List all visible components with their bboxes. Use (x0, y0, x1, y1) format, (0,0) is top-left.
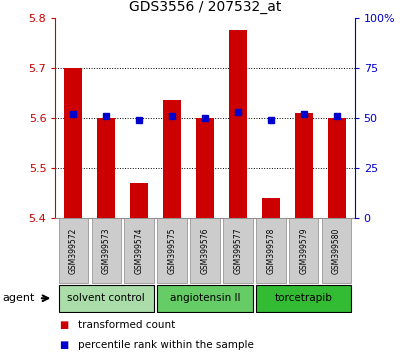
Bar (58, 285, 154, 312)
Bar (321, 218, 351, 283)
Bar (157, 285, 252, 312)
Text: GSM399578: GSM399578 (265, 227, 274, 274)
Text: GSM399575: GSM399575 (167, 227, 176, 274)
Text: GSM399579: GSM399579 (299, 227, 308, 274)
Text: GSM399576: GSM399576 (200, 227, 209, 274)
Bar (130, 183, 148, 218)
Text: GSM399574: GSM399574 (135, 227, 144, 274)
Bar (327, 118, 345, 218)
Text: torcetrapib: torcetrapib (274, 293, 332, 303)
Text: transformed count: transformed count (78, 320, 175, 330)
Bar (163, 100, 181, 218)
Text: GSM399572: GSM399572 (69, 227, 78, 274)
Bar (261, 198, 279, 218)
Text: GSM399573: GSM399573 (101, 227, 110, 274)
Text: percentile rank within the sample: percentile rank within the sample (78, 340, 253, 350)
Bar (222, 218, 252, 283)
Bar (64, 68, 82, 218)
Bar (255, 218, 285, 283)
Text: GSM399580: GSM399580 (331, 227, 340, 274)
Bar (294, 113, 312, 218)
Bar (288, 218, 318, 283)
Bar (255, 285, 351, 312)
Text: solvent control: solvent control (67, 293, 145, 303)
Bar (97, 118, 115, 218)
Bar (124, 218, 154, 283)
Bar (58, 218, 88, 283)
Bar (157, 218, 187, 283)
Text: angiotensin II: angiotensin II (169, 293, 240, 303)
Bar (91, 218, 121, 283)
Bar (196, 118, 213, 218)
Text: ■: ■ (59, 340, 69, 350)
Text: GDS3556 / 207532_at: GDS3556 / 207532_at (128, 0, 281, 14)
Text: GSM399577: GSM399577 (233, 227, 242, 274)
Text: ■: ■ (59, 320, 69, 330)
Bar (190, 218, 219, 283)
Bar (228, 30, 246, 218)
Text: agent: agent (2, 293, 34, 303)
